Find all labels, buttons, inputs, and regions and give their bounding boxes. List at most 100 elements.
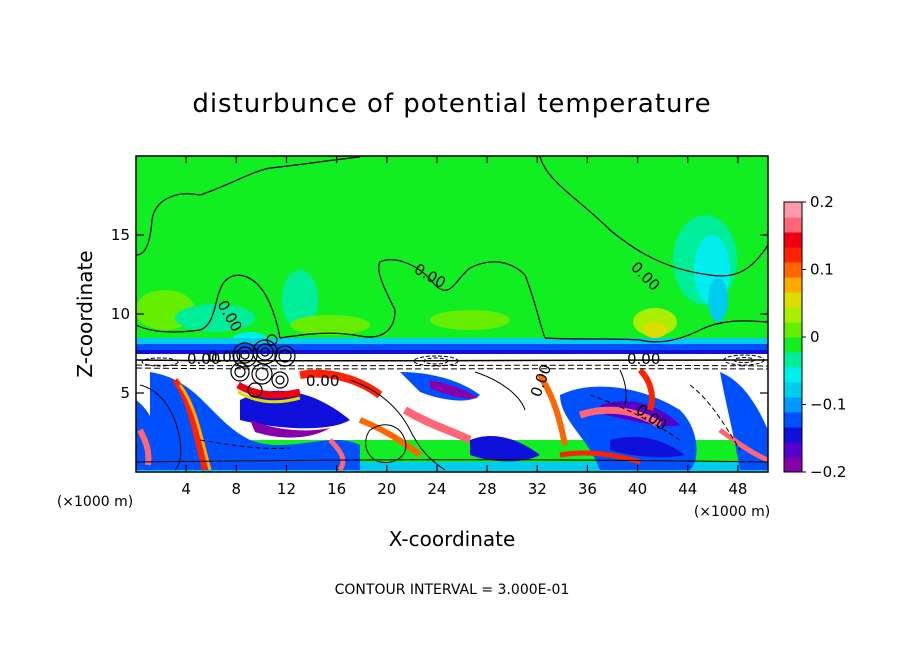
colorbar-swatch: [784, 442, 802, 458]
plot-field: 0.00 0.00 0.00 0.00 0.00 0.00 0.00 0.00 …: [136, 156, 768, 472]
upper-anomaly: [282, 270, 318, 330]
contour-label: 0.00: [306, 372, 339, 390]
colorbar-tick-label: −0.1: [810, 396, 846, 414]
warm-filament: [358, 417, 422, 458]
colorbar-swatch: [784, 262, 802, 278]
contour-line: [365, 424, 407, 464]
colorbar-axis: 0.2 0.1 0 −0.1 −0.2: [802, 193, 846, 481]
x-tick-label: 8: [232, 480, 242, 498]
contour-line: [136, 459, 768, 463]
lower-eddy: [250, 420, 330, 438]
negative-contour: [136, 367, 768, 370]
colorbar-swatch: [784, 367, 802, 383]
negative-contour: [589, 394, 681, 441]
warm-filament: [637, 367, 655, 411]
tropopause-band: [136, 354, 768, 358]
lower-eddy: [470, 435, 540, 462]
x-tick-label: 24: [427, 480, 446, 498]
negative-contour: [199, 439, 291, 449]
contour-line: [139, 384, 182, 471]
colorbar-swatch: [784, 202, 802, 218]
negative-contour: [136, 364, 768, 367]
colorbar-swatch: [784, 397, 802, 413]
x-tick-label: 28: [478, 480, 497, 498]
zero-contour: [136, 156, 361, 256]
x-unit-label: (×1000 m): [57, 494, 133, 510]
contour-cluster: [230, 334, 296, 398]
colorbar-tick-label: 0.1: [810, 261, 834, 279]
colorbar-swatch: [784, 217, 802, 233]
colorbar-swatch: [784, 412, 802, 428]
colorbar-swatch: [784, 322, 802, 338]
warm-filament: [178, 384, 212, 471]
warm-filament: [537, 373, 568, 446]
contour-label: 0.00: [208, 348, 241, 366]
upper-anomaly: [430, 310, 510, 330]
colorbar-swatch: [784, 277, 802, 293]
x-axis: 4 8 12 16 20 24 28 32 36 40 44 48: [181, 156, 747, 498]
colorbar-swatch: [784, 232, 802, 248]
upper-anomaly: [708, 278, 728, 322]
warm-filament: [559, 450, 641, 465]
lower-eddy: [720, 372, 768, 470]
colorbar-tick-label: 0: [810, 328, 820, 346]
zero-contour: [136, 274, 281, 339]
warm-filament: [718, 427, 768, 463]
x-tick-label: 36: [578, 480, 597, 498]
colorbar-swatch: [784, 337, 802, 353]
x-tick-label: 12: [277, 480, 296, 498]
colorbar-swatch: [784, 457, 802, 473]
zero-contour: [136, 359, 768, 362]
tropopause-band: [136, 350, 768, 354]
negative-contour: [689, 384, 741, 451]
y-axis: 5 10 15: [111, 226, 768, 402]
warm-filament: [578, 406, 662, 428]
zero-contour: [279, 259, 546, 339]
colorbar-swatch: [784, 427, 802, 443]
colorbar-tick-label: 0.2: [810, 193, 834, 211]
upper-anomaly: [643, 322, 667, 338]
tropopause-band: [136, 344, 768, 350]
x-tick-label: 4: [181, 480, 191, 498]
y-tick-label: 15: [111, 226, 130, 244]
contour-line: [474, 371, 526, 411]
x-tick-label: 48: [728, 480, 747, 498]
y-tick-label: 10: [111, 305, 130, 323]
colorbar-tick-label: −0.2: [810, 463, 846, 481]
warm-filament: [236, 381, 301, 399]
colorbar-swatch: [784, 352, 802, 368]
warm-filament: [328, 438, 346, 472]
y-tick-label: 5: [120, 384, 130, 402]
colorbar: [783, 201, 803, 473]
colorbar-swatch: [784, 382, 802, 398]
contour-label: 0.00: [187, 350, 220, 368]
lower-eddy: [430, 380, 478, 399]
warm-filament: [402, 406, 472, 444]
x-tick-label: 32: [528, 480, 547, 498]
boundary-layer: [136, 462, 768, 472]
x-tick-label: 20: [377, 480, 396, 498]
colorbar-swatch: [784, 307, 802, 323]
warm-filament: [237, 390, 301, 404]
y-axis-title: Z-coordinate: [73, 250, 97, 377]
x-axis-title: X-coordinate: [389, 527, 516, 551]
lower-eddy: [610, 436, 685, 458]
x-tick-label: 16: [327, 480, 346, 498]
contour-labels: 0.00 0.00 0.00 0.00 0.00 0.00 0.00 0.00 …: [187, 258, 670, 434]
colorbar-swatch: [784, 292, 802, 308]
x-unit-label-right: (×1000 m): [694, 504, 770, 520]
x-tick-label: 40: [628, 480, 647, 498]
upper-anomaly: [175, 304, 255, 332]
colorbar-swatch: [784, 247, 802, 263]
upper-anomaly: [290, 315, 370, 335]
zero-contour: [544, 320, 768, 343]
chart-title: disturbunce of potential temperature: [192, 89, 711, 119]
x-tick-label: 44: [678, 480, 697, 498]
lower-eddy: [136, 400, 165, 470]
contour-label: 0.00: [627, 350, 660, 368]
contour-interval-note: CONTOUR INTERVAL = 3.000E-01: [335, 582, 570, 598]
contour-line: [619, 369, 627, 406]
tropopause-band: [136, 338, 768, 346]
dashed-patches: [141, 354, 765, 367]
